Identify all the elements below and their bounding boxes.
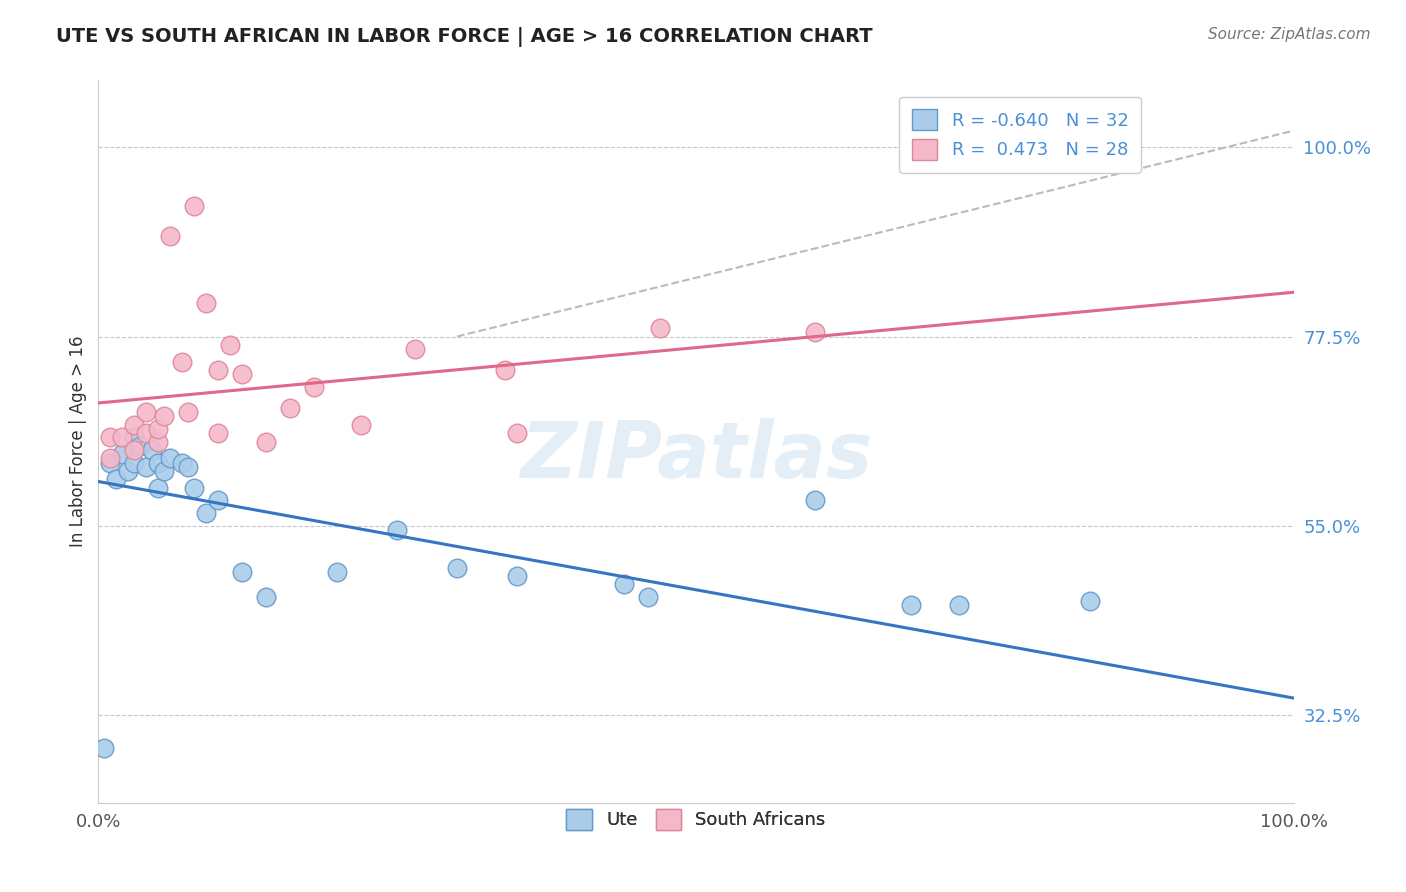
Point (1234, 808, 1257, 822)
Text: Source: ZipAtlas.com: Source: ZipAtlas.com (1208, 27, 1371, 42)
Point (506, 569, 529, 583)
Point (148, 422, 170, 436)
Point (98, 430, 122, 444)
Point (141, 442, 163, 457)
Point (153, 464, 176, 478)
Point (231, 368, 253, 382)
Point (117, 464, 139, 478)
Point (172, 456, 194, 470)
Point (254, 590, 277, 604)
Point (177, 405, 200, 419)
Point (207, 426, 229, 441)
Point (385, 523, 409, 537)
Point (172, 355, 194, 369)
Point (446, 560, 468, 574)
Point (111, 447, 134, 461)
Text: UTE VS SOUTH AFRICAN IN LABOR FORCE | AGE > 16 CORRELATION CHART: UTE VS SOUTH AFRICAN IN LABOR FORCE | AG… (56, 27, 873, 46)
Point (148, 481, 170, 495)
Point (183, 481, 205, 495)
Point (804, 493, 827, 508)
Point (648, 321, 672, 335)
Point (153, 409, 176, 424)
Point (124, 442, 146, 457)
Point (613, 577, 636, 591)
Legend: Ute, South Africans: Ute, South Africans (560, 802, 832, 837)
Point (124, 430, 146, 444)
Point (159, 451, 181, 466)
Point (195, 296, 218, 310)
Point (219, 338, 242, 352)
Point (494, 363, 516, 377)
Point (148, 434, 170, 449)
Point (135, 426, 157, 441)
Point (948, 599, 970, 613)
Point (124, 456, 146, 470)
Point (124, 417, 146, 432)
Point (326, 565, 349, 579)
Point (135, 405, 157, 419)
Point (637, 590, 659, 604)
Y-axis label: In Labor Force | Age > 16: In Labor Force | Age > 16 (69, 335, 87, 548)
Point (135, 459, 157, 474)
Point (207, 363, 229, 377)
Point (148, 456, 170, 470)
Point (231, 565, 253, 579)
Point (98, 456, 122, 470)
Point (404, 342, 426, 356)
Point (350, 417, 373, 432)
Point (129, 439, 152, 453)
Point (302, 380, 325, 394)
Point (183, 199, 205, 213)
Point (207, 493, 229, 508)
Point (159, 228, 181, 243)
Point (1080, 594, 1102, 608)
Point (254, 434, 277, 449)
Point (278, 401, 301, 415)
Point (900, 599, 922, 613)
Point (111, 430, 134, 444)
Point (93, 741, 115, 756)
Point (506, 426, 529, 441)
Text: ZIPatlas: ZIPatlas (520, 418, 872, 494)
Point (195, 506, 218, 520)
Point (177, 459, 200, 474)
Point (98, 451, 122, 466)
Point (804, 326, 827, 340)
Point (105, 472, 128, 486)
